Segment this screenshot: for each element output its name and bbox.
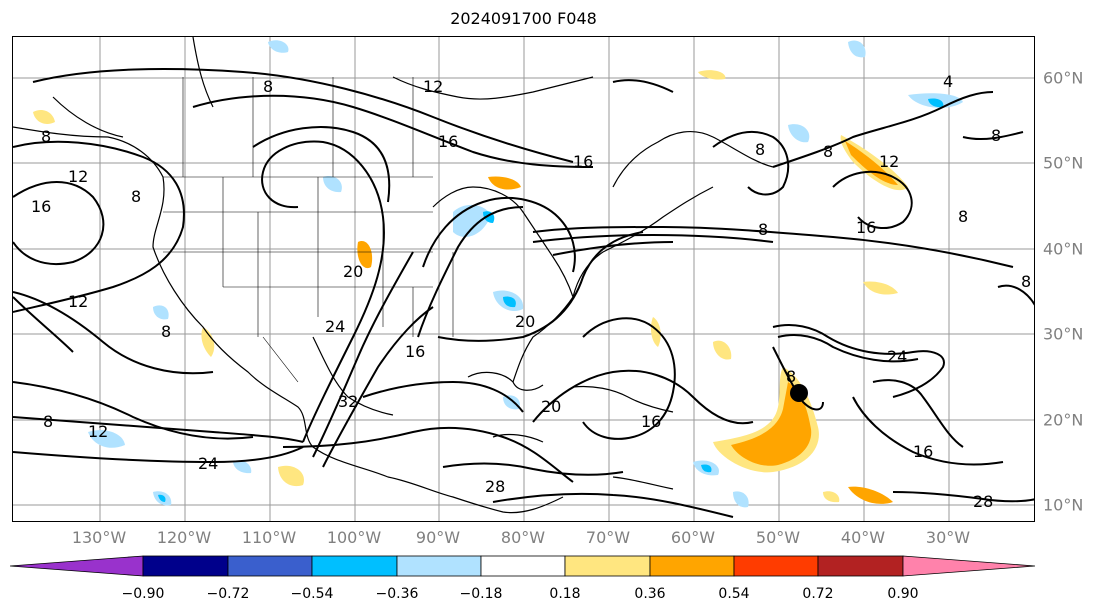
- coastlines: [13, 37, 774, 514]
- colorbar-segment: [817, 555, 904, 577]
- contour-label: 12: [68, 292, 88, 311]
- colorbar-segment: [649, 555, 735, 577]
- lat-label: 50°N: [1043, 153, 1084, 173]
- lat-label: 10°N: [1043, 495, 1084, 515]
- colorbar-tick: 0.72: [802, 586, 834, 602]
- lat-label: 20°N: [1043, 410, 1084, 430]
- contour-label: 16: [438, 132, 458, 151]
- contour-label: 8: [1021, 272, 1031, 291]
- contour-label: 16: [573, 152, 593, 171]
- colorbar-tick: 0.90: [887, 586, 919, 602]
- lat-label: 30°N: [1043, 324, 1084, 344]
- contour-label: 12: [423, 77, 443, 96]
- lon-label: 120°W: [156, 528, 212, 547]
- contour-label: 16: [913, 442, 933, 461]
- contour-label: 12: [88, 422, 108, 441]
- colorbar-tick: 0.18: [549, 586, 581, 602]
- colorbar-tick: −0.90: [121, 586, 165, 602]
- contour-label: 16: [405, 342, 425, 361]
- contour-label: 8: [958, 207, 968, 226]
- shaded-anomalies: [33, 40, 963, 508]
- storm-center-marker: [790, 384, 808, 402]
- borders: [163, 77, 454, 383]
- colorbar-segment: [480, 555, 566, 577]
- colorbar-segment: [142, 555, 229, 577]
- contour-label: 20: [343, 262, 363, 281]
- colorbar-tick: −0.36: [375, 586, 419, 602]
- map-title: 2024091700 F048: [450, 9, 597, 28]
- colorbar-tick: −0.54: [290, 586, 334, 602]
- colorbar-extend-max: [902, 555, 1036, 577]
- contour-label: 8: [43, 412, 53, 431]
- colorbar-tick: −0.18: [459, 586, 503, 602]
- map-panel: 8 12 16 8 12 8 8 12 24 8 12 16 16 8 12 1…: [12, 36, 1035, 522]
- colorbar-segment: [564, 555, 651, 577]
- contour-label: 24: [887, 347, 907, 366]
- contour-label: 24: [325, 317, 345, 336]
- colorbar-segment: [396, 555, 482, 577]
- lat-label: 40°N: [1043, 239, 1084, 259]
- lon-label: 50°W: [755, 528, 801, 547]
- contour-label: 12: [879, 152, 899, 171]
- lon-label: 110°W: [241, 528, 297, 547]
- contour-label: 4: [943, 72, 953, 91]
- graticule: [13, 37, 1034, 521]
- map-canvas: 8 12 16 8 12 8 8 12 24 8 12 16 16 8 12 1…: [13, 37, 1034, 521]
- contour-label: 8: [131, 187, 141, 206]
- lon-label: 80°W: [500, 528, 546, 547]
- contour-label: 8: [758, 220, 768, 239]
- lon-label: 60°W: [670, 528, 716, 547]
- contours: [13, 68, 1034, 518]
- contour-label-group: 8 12 16 8 12 8 8 12 24 8 12 16 16 8 12 1…: [31, 72, 1031, 511]
- contour-label: 20: [541, 397, 561, 416]
- lon-label: 30°W: [925, 528, 971, 547]
- contour-label: 28: [485, 477, 505, 496]
- contour-label: 28: [973, 492, 993, 511]
- contour-label: 20: [515, 312, 535, 331]
- contour-label: 8: [161, 322, 171, 341]
- colorbar: [10, 555, 1036, 577]
- lon-label: 90°W: [415, 528, 461, 547]
- colorbar-tick: 0.36: [634, 586, 666, 602]
- colorbar-segment: [733, 555, 819, 577]
- contour-label: 8: [41, 127, 51, 146]
- contour-label: 8: [786, 367, 796, 386]
- colorbar-extend-min: [10, 555, 144, 577]
- contour-label: 16: [641, 412, 661, 431]
- colorbar-segment: [311, 555, 398, 577]
- contour-label: 24: [198, 454, 218, 473]
- contour-label: 12: [68, 167, 88, 186]
- contour-label: 16: [31, 197, 51, 216]
- lat-label: 60°N: [1043, 68, 1084, 88]
- colorbar-segment: [227, 555, 313, 577]
- colorbar-tick: 0.54: [718, 586, 750, 602]
- contour-label: 8: [755, 140, 765, 159]
- contour-label: 8: [823, 142, 833, 161]
- lon-label: 130°W: [71, 528, 127, 547]
- contour-label: 16: [856, 218, 876, 237]
- contour-label: 32: [338, 392, 358, 411]
- contour-label: 8: [263, 77, 273, 96]
- lon-label: 40°W: [840, 528, 886, 547]
- contour-label: 8: [991, 126, 1001, 145]
- lon-label: 70°W: [585, 528, 631, 547]
- colorbar-tick: −0.72: [206, 586, 250, 602]
- lon-label: 100°W: [326, 528, 382, 547]
